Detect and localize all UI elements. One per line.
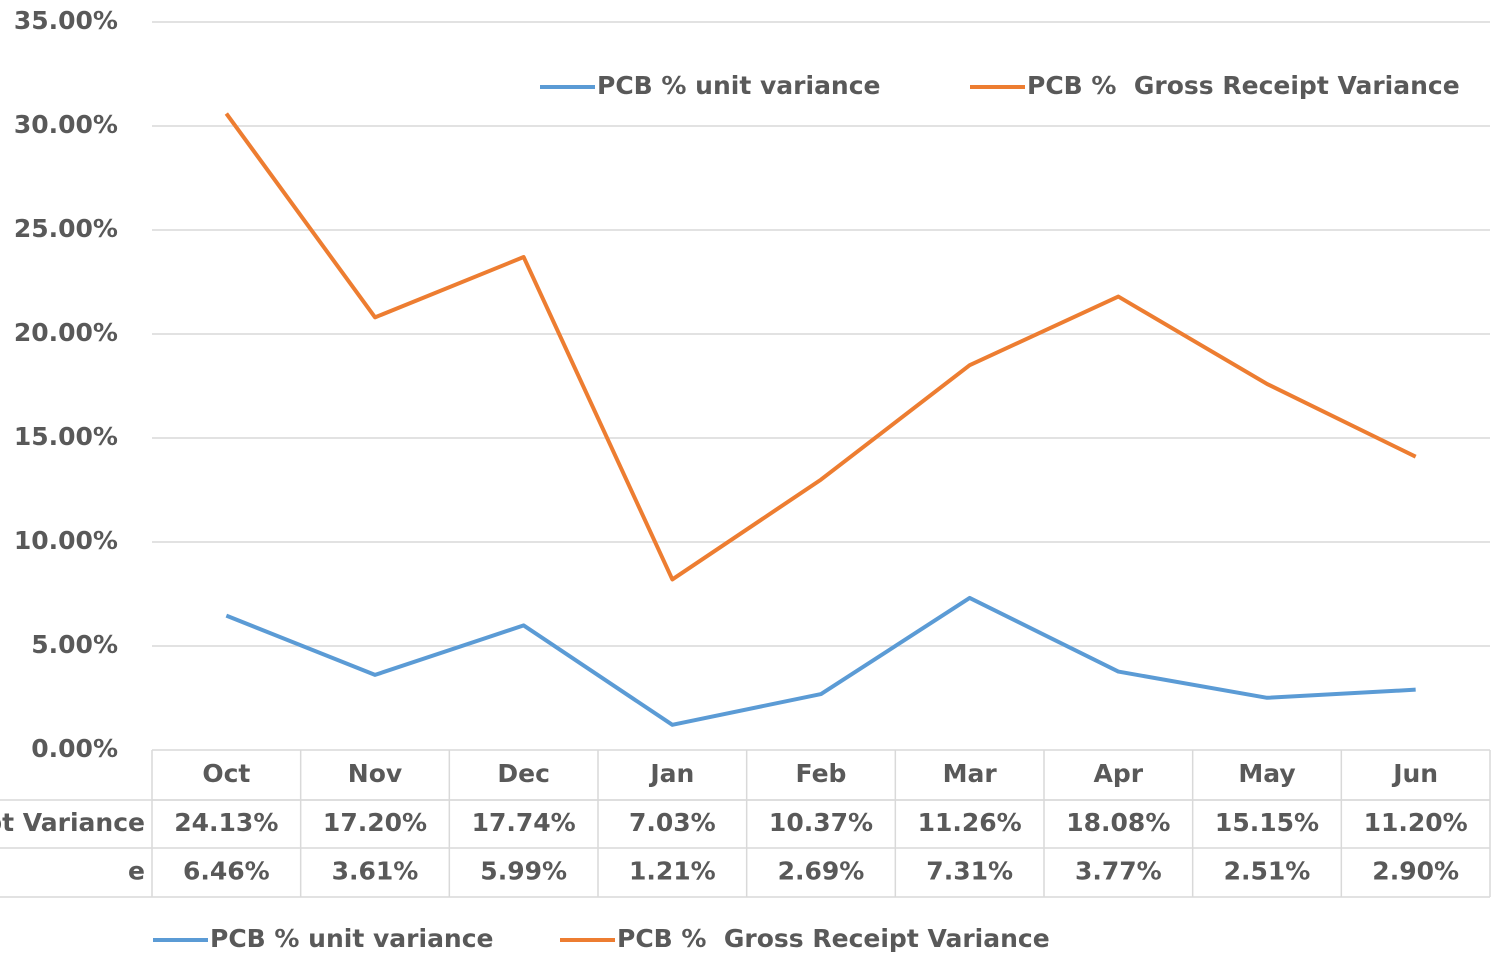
table-cell: 24.13%: [174, 808, 278, 837]
table-cell: 2.69%: [778, 857, 865, 886]
table-cell: 6.46%: [183, 857, 270, 886]
y-tick-label: 20.00%: [14, 318, 118, 347]
table-cell: 7.31%: [926, 857, 1013, 886]
x-tick-label: Nov: [348, 759, 402, 788]
table-cell: 7.03%: [629, 808, 716, 837]
x-tick-label: Jan: [648, 759, 694, 788]
legend-label: PCB % Gross Receipt Variance: [1027, 71, 1460, 100]
y-tick-label: 35.00%: [14, 6, 118, 35]
y-tick-label: 25.00%: [14, 214, 118, 243]
table-cell: 11.20%: [1364, 808, 1468, 837]
y-tick-label: 10.00%: [14, 526, 118, 555]
series-line: [225, 595, 1416, 727]
table-cell: 5.99%: [480, 857, 567, 886]
legend-label: PCB % Gross Receipt Variance: [617, 924, 1050, 953]
table-cell: 3.77%: [1075, 857, 1162, 886]
x-tick-label: Feb: [796, 759, 847, 788]
x-tick-label: Mar: [943, 759, 998, 788]
table-row-label: e: [128, 857, 145, 886]
x-tick-label: Jun: [1391, 759, 1438, 788]
x-tick-label: Dec: [497, 759, 550, 788]
x-tick-label: May: [1238, 759, 1295, 788]
table-row-label: pt Variance: [0, 808, 145, 837]
x-tick-label: Oct: [202, 759, 250, 788]
table-cell: 11.26%: [918, 808, 1022, 837]
table-cell: 18.08%: [1066, 808, 1170, 837]
table-cell: 1.21%: [629, 857, 716, 886]
series-line: [224, 112, 1417, 582]
table-cell: 17.20%: [323, 808, 427, 837]
legend-label: PCB % unit variance: [597, 71, 881, 100]
y-tick-label: 0.00%: [31, 734, 118, 763]
table-cell: 2.90%: [1372, 857, 1459, 886]
table-cell: 17.74%: [472, 808, 576, 837]
y-tick-label: 15.00%: [14, 422, 118, 451]
y-tick-label: 30.00%: [14, 110, 118, 139]
x-tick-label: Apr: [1094, 759, 1144, 788]
table-cell: 10.37%: [769, 808, 873, 837]
y-tick-label: 5.00%: [31, 630, 118, 659]
legend-label: PCB % unit variance: [210, 924, 494, 953]
table-cell: 2.51%: [1224, 857, 1311, 886]
table-cell: 3.61%: [332, 857, 419, 886]
table-cell: 15.15%: [1215, 808, 1319, 837]
